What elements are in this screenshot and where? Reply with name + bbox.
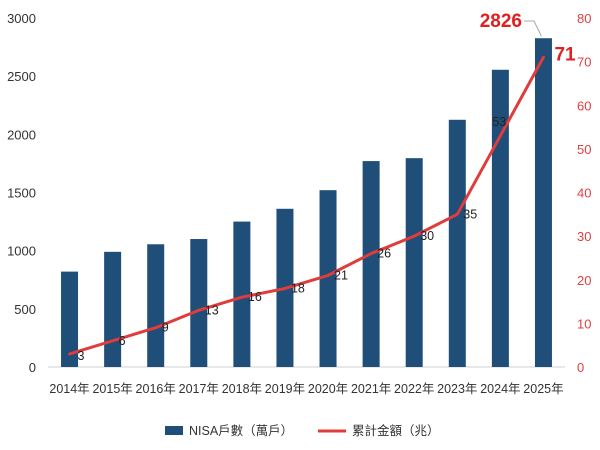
bar-series xyxy=(61,38,552,368)
y-left-tick-label: 1000 xyxy=(7,244,36,259)
line-value-callout: 71 xyxy=(554,44,576,65)
y-left-tick-label: 2000 xyxy=(7,127,36,142)
legend-line-label: 累計金額（兆） xyxy=(352,423,440,438)
bar xyxy=(61,271,79,367)
callout-leader xyxy=(524,20,542,37)
callouts: 2826 71 xyxy=(480,11,576,65)
bar xyxy=(104,251,122,367)
line-data-label: 35 xyxy=(463,207,477,221)
line-data-label: 13 xyxy=(205,303,219,317)
y-left-tick-label: 3000 xyxy=(7,11,36,26)
line-data-label: 18 xyxy=(291,281,305,295)
data-labels: 3 6 9 13 16 18 21 26 30 35 53 xyxy=(78,115,507,363)
y-right-tick-label: 60 xyxy=(577,98,591,113)
line-path xyxy=(68,55,545,356)
y-right-tick-label: 20 xyxy=(577,273,591,288)
bar xyxy=(147,244,165,367)
x-tick-label: 2015年 xyxy=(92,382,132,396)
y-right-tick-label: 30 xyxy=(577,229,591,244)
line-data-label: 21 xyxy=(334,268,348,282)
bar xyxy=(362,161,380,367)
bar-value-callout: 2826 xyxy=(480,11,522,32)
y-left-tick-label: 2500 xyxy=(7,69,36,84)
bar xyxy=(319,190,337,367)
x-tick-label: 2023年 xyxy=(437,382,477,396)
bar xyxy=(534,38,552,367)
y-right-tick-label: 10 xyxy=(577,316,591,331)
bar xyxy=(405,158,423,367)
line-data-label: 9 xyxy=(162,321,169,335)
x-tick-label: 2019年 xyxy=(265,382,305,396)
y-left-tick-label: 0 xyxy=(29,360,36,375)
line-data-label: 53 xyxy=(492,115,506,129)
x-tick-label: 2022年 xyxy=(394,382,434,396)
line-data-label: 16 xyxy=(248,290,262,304)
x-tick-label: 2020年 xyxy=(308,382,348,396)
y-right-tick-label: 40 xyxy=(577,186,591,201)
y-right-tick-label: 80 xyxy=(577,11,591,26)
legend-bar-swatch xyxy=(165,426,183,435)
bar xyxy=(190,239,208,367)
line-data-label: 3 xyxy=(78,349,85,363)
y-right-tick-label: 0 xyxy=(577,360,584,375)
x-tick-label: 2016年 xyxy=(136,382,176,396)
axes: 0 500 1000 1500 2000 2500 3000 0 10 20 30 40 50 60 70 8… xyxy=(7,11,591,396)
bar xyxy=(448,119,466,368)
x-tick-label: 2025年 xyxy=(523,382,563,396)
x-tick-label: 2018年 xyxy=(222,382,262,396)
y-left-tick-label: 500 xyxy=(14,302,36,317)
line-series xyxy=(68,55,545,356)
y-right-tick-label: 70 xyxy=(577,55,591,70)
x-tick-label: 2021年 xyxy=(351,382,391,396)
line-data-label: 6 xyxy=(119,334,126,348)
y-right-tick-label: 50 xyxy=(577,142,591,157)
x-tick-label: 2024年 xyxy=(480,382,520,396)
legend: NISA戶數（萬戶） 累計金額（兆） xyxy=(165,423,440,438)
bar xyxy=(233,221,251,367)
line-data-label: 30 xyxy=(420,229,434,243)
x-tick-label: 2014年 xyxy=(49,382,89,396)
legend-bar-label: NISA戶數（萬戶） xyxy=(189,424,293,438)
y-left-tick-label: 1500 xyxy=(7,186,36,201)
x-tick-label: 2017年 xyxy=(179,382,219,396)
line-data-label: 26 xyxy=(377,247,391,261)
